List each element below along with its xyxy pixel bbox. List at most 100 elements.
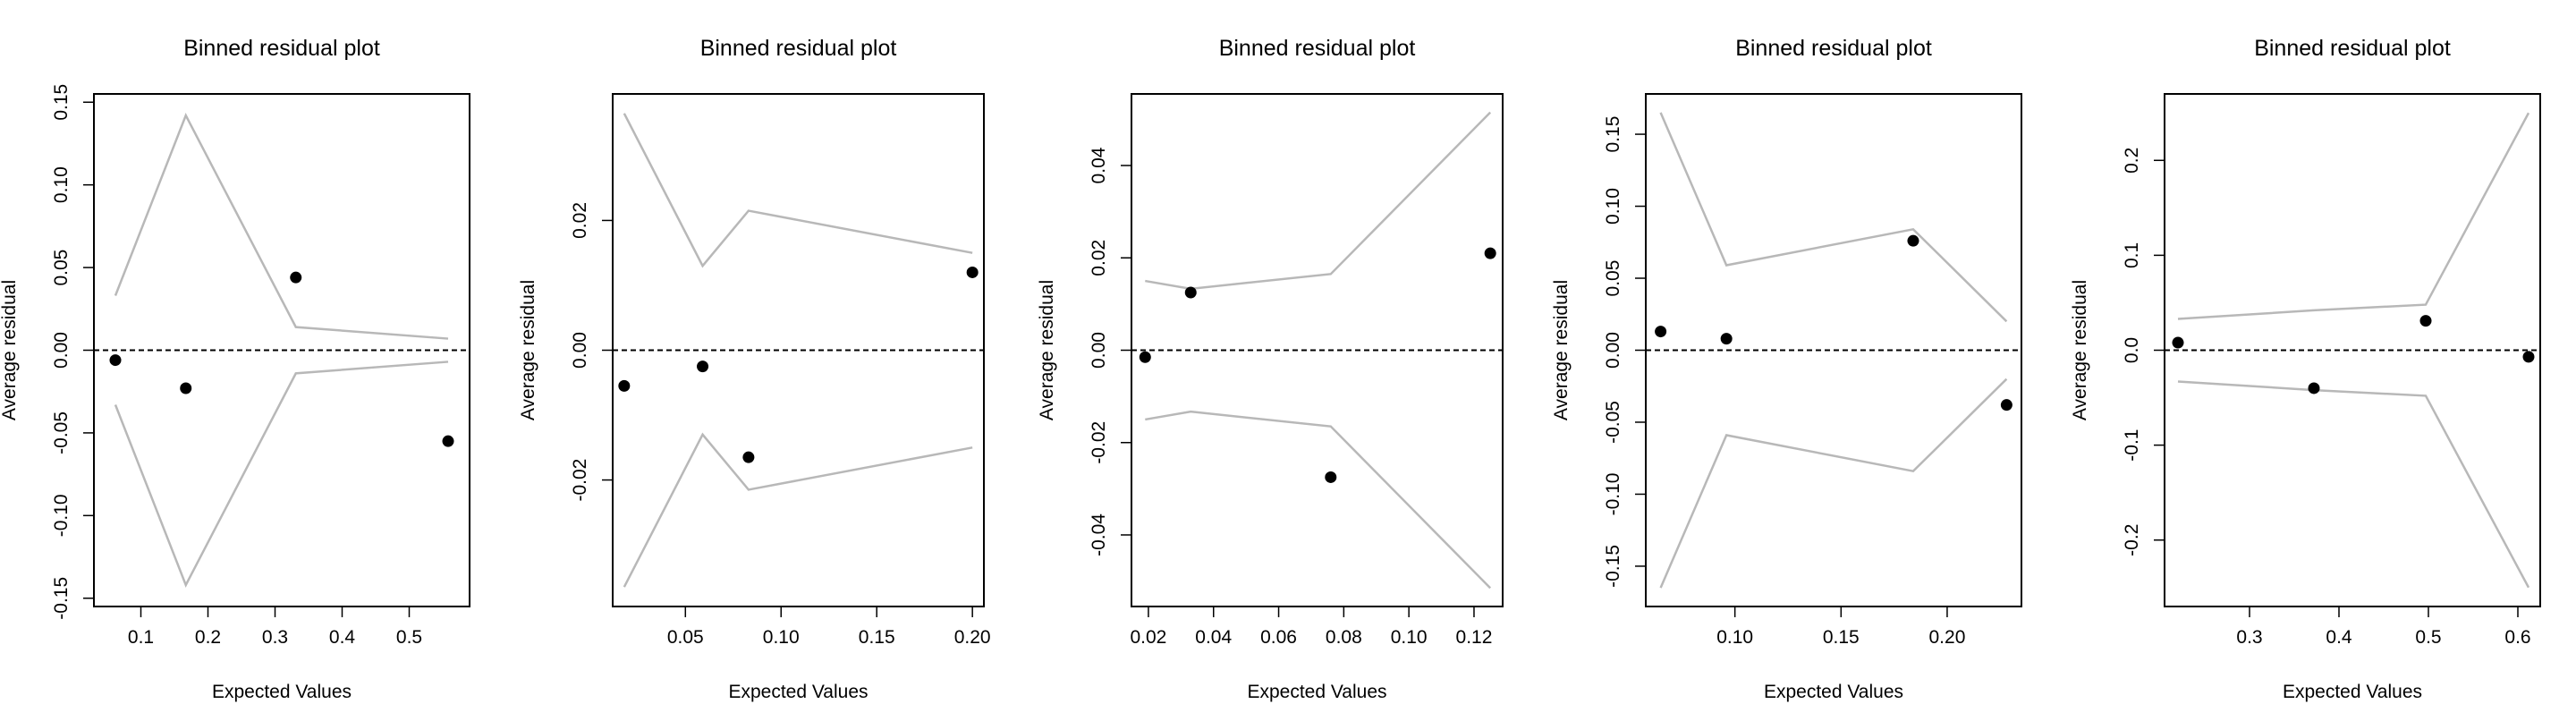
y-tick-label: 0.00 — [51, 332, 72, 369]
residual-point — [1139, 351, 1151, 363]
residual-point — [109, 354, 122, 367]
x-tick-label: 0.3 — [262, 627, 288, 648]
x-tick-label: 0.20 — [1929, 627, 1966, 648]
upper-bound-line — [623, 113, 973, 268]
y-axis: -0.15 -0.10 -0.05 0.00 0.05 0.10 0.15 — [51, 84, 94, 620]
chart-panel-1: Binned residual plot 0.1 0.2 0.3 0.4 0.5 Expec… — [0, 36, 470, 702]
x-tick-label: 0.1 — [128, 627, 154, 648]
x-tick-label: 0.4 — [329, 627, 356, 648]
y-axis-label: Average residual — [1037, 280, 1057, 420]
chart-title: Binned residual plot — [1219, 36, 1416, 61]
x-tick-label: 0.15 — [1823, 627, 1860, 648]
upper-bound-line — [2177, 112, 2530, 320]
y-tick-label: 0.04 — [1089, 147, 1109, 183]
residual-point — [180, 382, 192, 394]
y-tick-label: 0.10 — [51, 166, 72, 203]
residual-point — [2308, 382, 2320, 394]
residual-point — [2522, 351, 2535, 363]
chart-panel-2: Binned residual plot 0.05 0.10 0.15 0.20 Expe… — [518, 36, 991, 702]
x-axis: 0.3 0.4 0.5 0.6 — [2236, 606, 2531, 648]
y-axis: -0.15 -0.10 -0.05 0.00 0.05 0.10 0.15 — [1603, 116, 1646, 588]
lower-bound-line — [2177, 380, 2530, 589]
y-tick-label: -0.1 — [2122, 429, 2142, 462]
upper-bound-line — [114, 113, 449, 340]
residual-point — [1184, 286, 1197, 299]
residual-point — [966, 266, 979, 278]
chart-title: Binned residual plot — [2254, 36, 2451, 61]
residual-point — [1655, 326, 1667, 338]
y-tick-label: 0.15 — [1603, 116, 1623, 153]
y-tick-label: 0.02 — [570, 202, 590, 239]
y-tick-label: 0.0 — [2122, 337, 2142, 363]
x-axis: 0.1 0.2 0.3 0.4 0.5 — [128, 606, 422, 648]
y-axis-label: Average residual — [1551, 280, 1572, 420]
y-tick-label: -0.10 — [51, 494, 72, 537]
chart-title: Binned residual plot — [700, 36, 897, 61]
y-axis-label: Average residual — [0, 280, 20, 420]
y-axis: -0.2 -0.1 0.0 0.1 0.2 — [2122, 148, 2165, 556]
residual-point — [742, 451, 755, 463]
x-axis-label: Expected Values — [728, 682, 868, 702]
x-tick-label: 0.10 — [763, 627, 800, 648]
y-tick-label: -0.02 — [1089, 421, 1109, 464]
chart-panel-4: Binned residual plot 0.10 0.15 0.20 Expected… — [1551, 36, 2022, 702]
residual-point — [2172, 336, 2184, 349]
y-tick-label: -0.2 — [2122, 524, 2142, 556]
x-axis: 0.02 0.04 0.06 0.08 0.10 0.12 — [1130, 606, 1492, 648]
upper-bound-line — [1659, 112, 2008, 323]
x-tick-label: 0.4 — [2326, 627, 2352, 648]
x-tick-label: 0.10 — [1716, 627, 1753, 648]
x-tick-label: 0.05 — [667, 627, 704, 648]
y-axis: -0.04 -0.02 0.00 0.02 0.04 — [1089, 147, 1131, 556]
y-axis-label: Average residual — [2070, 280, 2090, 420]
residual-point — [1484, 247, 1496, 259]
x-axis-label: Expected Values — [2283, 682, 2422, 702]
y-tick-label: 0.00 — [1603, 332, 1623, 369]
y-tick-label: -0.15 — [51, 577, 72, 620]
x-axis-label: Expected Values — [1764, 682, 1903, 702]
chart-title: Binned residual plot — [183, 36, 380, 61]
x-axis: 0.10 0.15 0.20 — [1716, 606, 1965, 648]
residual-point — [290, 271, 302, 284]
x-tick-label: 0.06 — [1260, 627, 1297, 648]
chart-panel-5: Binned residual plot 0.3 0.4 0.5 0.6 Expected… — [2070, 36, 2541, 702]
x-tick-label: 0.2 — [195, 627, 221, 648]
residual-point — [1907, 234, 1919, 247]
y-tick-label: 0.05 — [51, 250, 72, 286]
x-tick-label: 0.08 — [1326, 627, 1362, 648]
residual-point — [1325, 471, 1337, 483]
lower-bound-line — [114, 360, 449, 588]
residual-point — [442, 435, 454, 447]
y-tick-label: 0.02 — [1089, 240, 1109, 276]
x-tick-label: 0.12 — [1456, 627, 1493, 648]
y-tick-label: -0.02 — [570, 459, 590, 502]
lower-bound-line — [1145, 410, 1492, 590]
residual-point — [1720, 333, 1733, 345]
y-tick-label: -0.05 — [51, 411, 72, 454]
x-tick-label: 0.10 — [1391, 627, 1428, 648]
x-tick-label: 0.3 — [2236, 627, 2262, 648]
y-tick-label: 0.00 — [1089, 332, 1109, 369]
y-tick-label: 0.1 — [2122, 242, 2142, 268]
chart-title: Binned residual plot — [1735, 36, 1932, 61]
x-axis-label: Expected Values — [212, 682, 352, 702]
x-tick-label: 0.20 — [954, 627, 991, 648]
y-axis-label: Average residual — [518, 280, 538, 420]
x-tick-label: 0.02 — [1130, 627, 1166, 648]
lower-bound-line — [623, 432, 973, 588]
y-tick-label: -0.10 — [1603, 473, 1623, 516]
x-tick-label: 0.6 — [2504, 627, 2530, 648]
residual-point — [2419, 315, 2432, 327]
x-tick-label: 0.5 — [2415, 627, 2441, 648]
x-axis-label: Expected Values — [1247, 682, 1386, 702]
y-tick-label: 0.00 — [570, 332, 590, 369]
residual-point — [2000, 399, 2012, 411]
x-axis: 0.05 0.10 0.15 0.20 — [667, 606, 991, 648]
residual-point — [618, 379, 631, 392]
upper-bound-line — [1145, 111, 1492, 291]
y-tick-label: 0.2 — [2122, 148, 2142, 174]
x-tick-label: 0.04 — [1195, 627, 1232, 648]
chart-panel-3: Binned residual plot 0.02 0.04 0.06 0.08 0.10… — [1037, 36, 1504, 702]
lower-bound-line — [1659, 377, 2008, 589]
